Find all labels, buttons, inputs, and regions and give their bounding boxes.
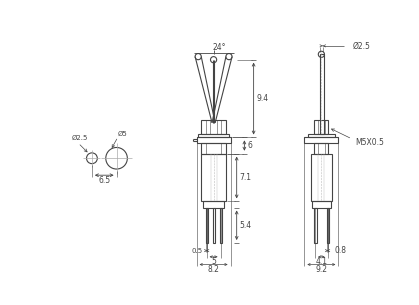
- Text: 9.2: 9.2: [316, 265, 327, 274]
- Text: 6.5: 6.5: [98, 176, 110, 185]
- Bar: [305, 138, 338, 143]
- Text: 9.4: 9.4: [257, 94, 269, 103]
- Bar: [310, 154, 332, 201]
- Bar: [327, 207, 329, 243]
- Text: 0.8: 0.8: [334, 246, 347, 255]
- Text: 8.2: 8.2: [208, 265, 220, 274]
- Bar: [314, 143, 328, 154]
- Bar: [220, 207, 222, 243]
- Bar: [312, 201, 331, 207]
- Bar: [203, 201, 224, 207]
- Text: 0.5: 0.5: [192, 248, 203, 254]
- Bar: [201, 143, 226, 154]
- Text: 6: 6: [248, 141, 252, 150]
- Text: Ø5: Ø5: [118, 131, 128, 137]
- Bar: [198, 134, 229, 138]
- Bar: [308, 134, 335, 138]
- Bar: [213, 207, 215, 243]
- Bar: [201, 154, 226, 201]
- Bar: [314, 120, 328, 134]
- Text: 24°: 24°: [213, 43, 227, 52]
- Text: M5X0.5: M5X0.5: [355, 138, 384, 147]
- Bar: [197, 138, 230, 143]
- Text: 5: 5: [211, 257, 216, 266]
- Bar: [206, 207, 208, 243]
- Bar: [320, 54, 324, 134]
- Bar: [314, 207, 317, 243]
- Text: Ø2.5: Ø2.5: [352, 41, 370, 50]
- Bar: [201, 120, 226, 134]
- Text: 5.4: 5.4: [240, 221, 252, 230]
- Text: 4.1: 4.1: [316, 257, 327, 266]
- Text: Ø2.5: Ø2.5: [71, 135, 88, 141]
- Text: 7.1: 7.1: [240, 173, 252, 182]
